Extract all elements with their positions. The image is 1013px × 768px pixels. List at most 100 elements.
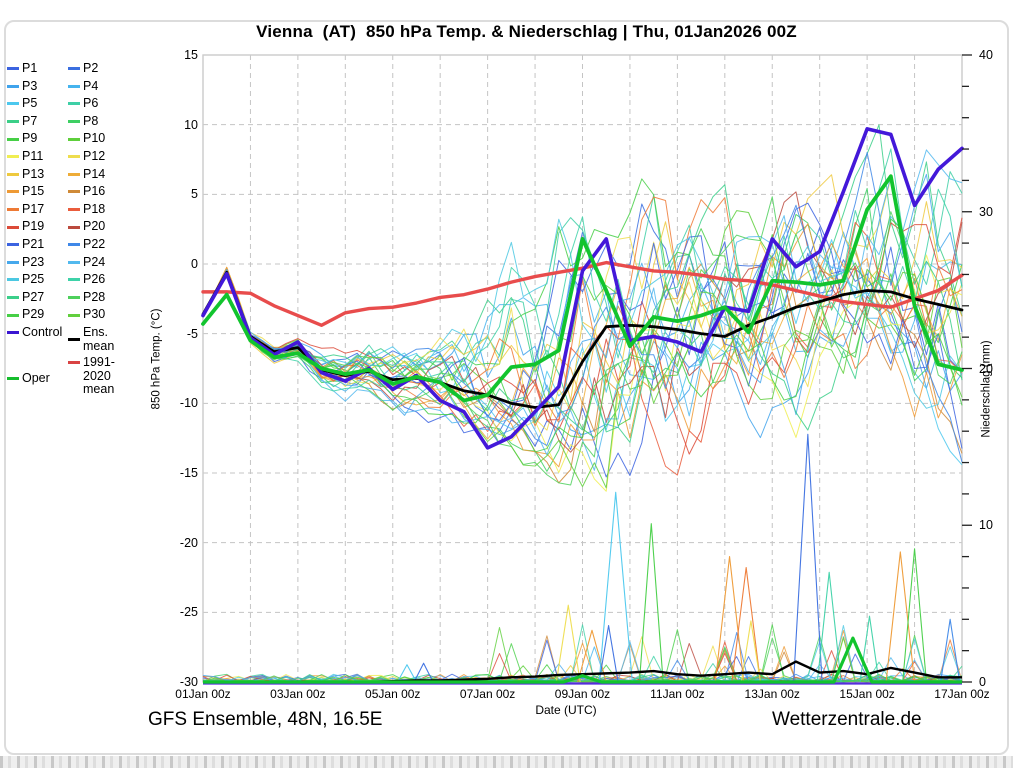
legend-swatch bbox=[68, 278, 80, 282]
y-left-tick-label: -20 bbox=[179, 535, 198, 550]
legend-swatch bbox=[68, 120, 80, 124]
legend-label: P20 bbox=[83, 219, 106, 234]
legend-swatch bbox=[68, 137, 80, 141]
legend-swatch bbox=[68, 243, 80, 247]
legend-label: 1991-2020 mean bbox=[83, 355, 115, 396]
legend-item: P16 bbox=[68, 185, 140, 199]
x-axis-title: Date (UTC) bbox=[535, 703, 597, 717]
footer-model-info: GFS Ensemble, 48N, 16.5E bbox=[148, 709, 383, 730]
legend-swatch bbox=[68, 313, 80, 317]
y-right-tick-label: 0 bbox=[979, 675, 986, 689]
x-tick-label: 07Jan 00z bbox=[459, 687, 516, 701]
legend-swatch bbox=[7, 67, 19, 71]
legend-item: P11 bbox=[7, 149, 79, 164]
legend-item: P23 bbox=[7, 254, 79, 270]
legend-item: 1991-2020 mean bbox=[68, 355, 140, 397]
legend-label: P1 bbox=[22, 61, 38, 75]
y-left-tick-label: -5 bbox=[186, 326, 198, 341]
legend-swatch bbox=[7, 84, 19, 88]
legend-item: Control bbox=[7, 325, 79, 340]
legend-label: P18 bbox=[83, 201, 106, 216]
legend-label: P14 bbox=[83, 166, 106, 181]
legend-label: P26 bbox=[83, 272, 106, 287]
legend-swatch bbox=[7, 260, 19, 264]
y-left-tick-label: 10 bbox=[184, 117, 198, 132]
legend-label: Ens. mean bbox=[83, 325, 115, 353]
x-tick-label: 09Jan 00z bbox=[554, 687, 611, 701]
legend-label: Oper bbox=[22, 371, 50, 385]
legend-swatch bbox=[7, 155, 19, 159]
legend-label: P23 bbox=[22, 254, 45, 269]
legend-item: P2 bbox=[68, 61, 140, 76]
legend-label: P3 bbox=[22, 78, 38, 93]
legend-swatch bbox=[68, 190, 80, 194]
legend-item: P3 bbox=[7, 78, 79, 94]
legend-item: Ens. mean bbox=[68, 325, 140, 353]
legend-label: P12 bbox=[83, 149, 106, 163]
legend-item: P25 bbox=[7, 273, 79, 287]
legend-label: P10 bbox=[83, 131, 106, 146]
y-left-tick-label: 0 bbox=[191, 257, 198, 271]
x-tick-label: 15Jan 00z bbox=[839, 687, 895, 701]
legend-item: P5 bbox=[7, 97, 79, 111]
legend-label: P6 bbox=[83, 96, 99, 111]
legend-item: P4 bbox=[68, 78, 140, 94]
legend-label: P5 bbox=[22, 96, 38, 111]
x-tick-label: 01Jan 00z bbox=[175, 687, 231, 701]
legend-swatch bbox=[68, 296, 80, 300]
legend-label: P15 bbox=[22, 184, 45, 199]
y-axis-right-title: Niederschlag (mm) bbox=[980, 340, 993, 438]
legend-swatch bbox=[68, 67, 80, 71]
legend-label: P22 bbox=[83, 237, 106, 251]
legend-label: P27 bbox=[22, 289, 45, 304]
legend-label: P24 bbox=[83, 254, 106, 269]
legend-item: P30 bbox=[68, 308, 140, 322]
legend-swatch bbox=[7, 190, 19, 194]
y-left-tick-label: -15 bbox=[179, 466, 198, 480]
legend-swatch bbox=[68, 225, 80, 229]
legend-swatch bbox=[7, 377, 19, 381]
y-right-tick-label: 10 bbox=[979, 518, 993, 533]
legend-swatch bbox=[7, 102, 19, 106]
legend-item: P24 bbox=[68, 254, 140, 270]
legend-item: P18 bbox=[68, 201, 140, 217]
legend-swatch bbox=[68, 102, 80, 106]
legend-swatch bbox=[7, 137, 19, 141]
legend-label: P13 bbox=[22, 166, 45, 181]
footer-brand: Wetterzentrale.de bbox=[772, 709, 922, 730]
y-left-tick-label: -10 bbox=[179, 396, 198, 411]
legend-label: Control bbox=[22, 325, 63, 339]
legend-swatch bbox=[68, 208, 80, 212]
legend-swatch bbox=[7, 313, 19, 317]
x-tick-label: 03Jan 00z bbox=[270, 687, 326, 701]
legend-label: P17 bbox=[22, 201, 45, 216]
legend-item: Oper bbox=[7, 371, 79, 386]
y-right-tick-label: 30 bbox=[979, 204, 993, 219]
legend-item: P7 bbox=[7, 114, 79, 129]
legend-swatch bbox=[68, 260, 80, 264]
legend-item: P26 bbox=[68, 273, 140, 287]
legend-item: P10 bbox=[68, 132, 140, 146]
legend-swatch bbox=[7, 296, 19, 300]
y-left-tick-label: -30 bbox=[179, 675, 198, 689]
legend-item: P12 bbox=[68, 149, 140, 164]
legend-label: P4 bbox=[83, 78, 99, 93]
y-right-tick-label: 20 bbox=[979, 361, 993, 376]
y-left-tick-label: 5 bbox=[191, 187, 198, 202]
legend-label: P25 bbox=[22, 272, 45, 287]
legend-item: P1 bbox=[7, 61, 79, 76]
legend-item: P8 bbox=[68, 114, 140, 129]
legend-item: P15 bbox=[7, 185, 79, 199]
legend-item: P17 bbox=[7, 201, 79, 217]
legend-item: P29 bbox=[7, 308, 79, 322]
legend-swatch bbox=[68, 172, 80, 176]
legend-swatch bbox=[7, 208, 19, 212]
legend-swatch bbox=[68, 155, 80, 159]
y-right-tick-label: 40 bbox=[979, 48, 993, 62]
x-tick-label: 13Jan 00z bbox=[744, 687, 800, 701]
legend-label: P28 bbox=[83, 289, 106, 304]
legend-swatch bbox=[7, 120, 19, 124]
legend-item: P9 bbox=[7, 132, 79, 146]
y-left-tick-label: 15 bbox=[184, 48, 198, 62]
